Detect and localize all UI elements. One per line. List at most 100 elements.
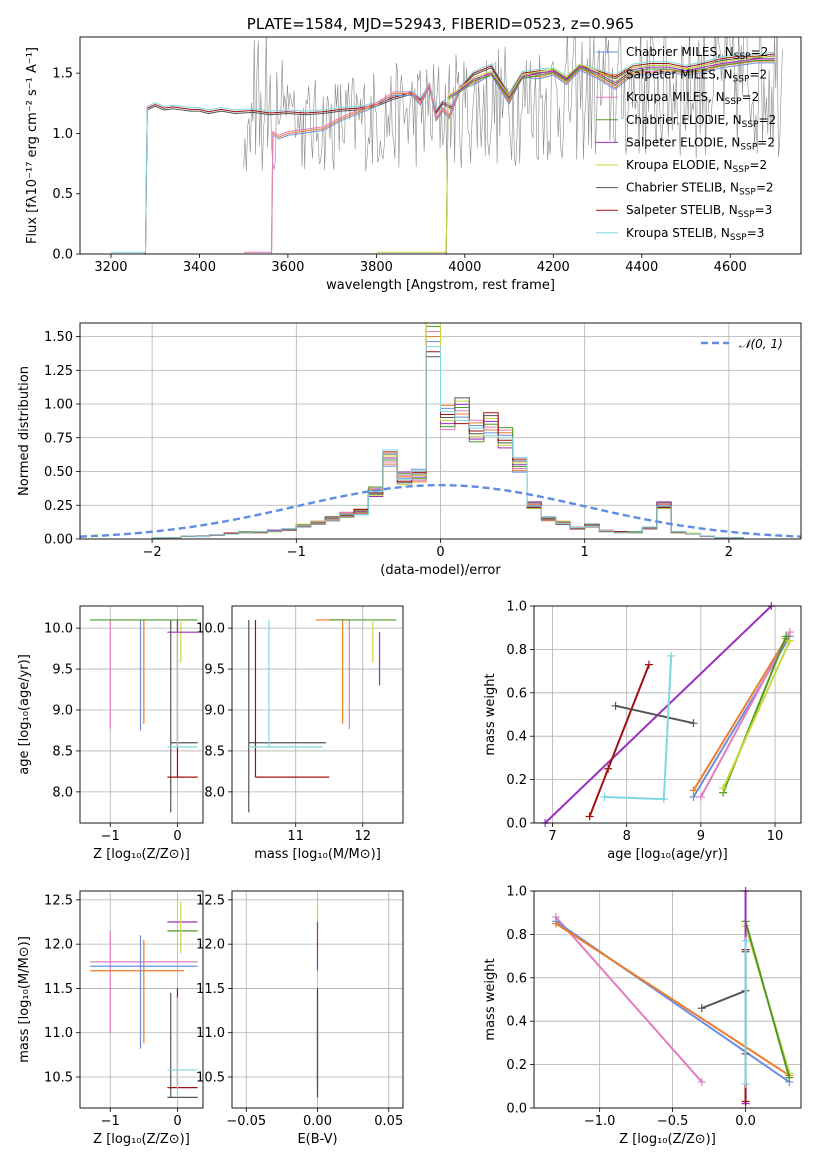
x-tick-label: 12 [354,829,371,844]
age-vs-mass-panel: 11 12 8.0 8.5 9.0 9.5 10.0 mass [log₁₀(M/M⊙)] [196,605,404,862]
axes-frame [231,605,404,824]
x-tick-label: 3400 [183,260,216,275]
x-tick-label: 7 [548,829,556,844]
y-tick-label: 0.50 [44,465,73,480]
y-tick-label: 1.5 [52,67,73,82]
y-tick-label: 0.0 [506,1102,527,1117]
axes-frame [533,605,802,824]
data-point [689,719,698,728]
histogram-step [123,346,744,539]
y-tick-label: 9.0 [204,703,225,718]
x-tick-label: 3600 [271,260,304,275]
mass-weight-line [744,921,791,1078]
mass-weight-line [588,664,650,817]
mass-vs-ebv-panel: −0.05 0.00 0.05 10.5 11.0 11.5 12.0 12.5 E(B-V) [196,890,404,1147]
x-tick-label: 0.05 [374,1114,403,1129]
y-tick-label: 0.4 [506,730,527,745]
data-point [667,651,676,660]
data-point [697,1004,706,1013]
legend-label: Salpeter MILES, NSSP=2 [626,68,767,85]
data-point [785,636,794,645]
data-point [644,660,653,669]
axes-frame [79,890,204,1109]
y-axis-label: age [log₁₀(age/yr)] [17,654,32,775]
y-tick-label: 12.5 [196,893,225,908]
plot-area [90,619,198,813]
y-tick-label: 0.8 [506,643,527,658]
plot-area [551,887,794,1108]
data-point [689,786,698,795]
histogram-step [123,356,744,539]
axes-frame [231,890,404,1109]
y-tick-label: 0.2 [506,1058,527,1073]
histogram-step [123,351,744,539]
x-tick-label: −0.5 [657,1114,689,1129]
mass-vs-metallicity-panel: −1 0 10.5 11.0 11.5 12.0 12.5 Z [log₁₀(Z/Z⊙)] ma… [17,890,204,1147]
x-axis-label: Z [log₁₀(Z/Z⊙)] [619,1132,716,1147]
legend-label: Kroupa ELODIE, NSSP=2 [626,158,767,175]
y-axis-label: mass weight [483,958,498,1040]
data-point [604,764,613,773]
histogram-step [123,330,744,539]
histogram-step [123,341,744,539]
mass-weight-line [722,640,791,789]
y-tick-label: 11.0 [196,1026,225,1041]
x-tick-label: 10 [767,829,784,844]
histogram-step [123,325,744,539]
y-tick-label: 0.0 [52,248,73,263]
mass-weight-line [555,922,790,1077]
legend-label: Kroupa STELIB, NSSP=3 [626,226,764,243]
data-point [785,1073,794,1082]
x-axis-label: E(B-V) [297,1132,337,1147]
y-tick-label: 1.00 [44,398,73,413]
gaussian-reference-line [80,483,801,538]
x-tick-label: −1.0 [584,1114,616,1129]
y-axis-label: mass [log₁₀(M/M⊙)] [17,936,32,1063]
mass-weight-line [604,655,673,801]
x-axis-label: Z [log₁₀(Z/Z⊙)] [93,847,190,862]
x-axis-label: Z [log₁₀(Z/Z⊙)] [93,1132,190,1147]
x-tick-label: 8 [623,829,631,844]
x-tick-label: −2 [143,545,162,560]
legend-label: Salpeter STELIB, NSSP=3 [626,203,772,220]
x-tick-label: 0.0 [735,1114,756,1129]
legend-label: 𝒩(0, 1) [739,337,783,351]
legend-label: Chabrier MILES, NSSP=2 [626,45,768,62]
y-tick-label: 1.50 [44,330,73,345]
x-tick-label: 9 [697,829,705,844]
y-tick-label: 10.0 [44,622,73,637]
x-tick-label: 3200 [94,260,127,275]
model-spectrum-line [445,60,775,254]
x-tick-label: 0 [173,829,181,844]
y-tick-label: 0.4 [506,1015,527,1030]
x-axis-label: mass [log₁₀(M/M⊙)] [254,847,381,862]
x-tick-label: 2 [725,545,733,560]
y-tick-label: 1.0 [506,885,527,900]
mass-weight-line [701,951,747,1054]
mass-weight-vs-age-panel: 7 8 9 10 0.0 0.2 0.4 0.6 0.8 1.0 age [log₁₀(age/yr… [483,600,802,862]
mass-weight-line [555,916,703,1083]
legend-label: Kroupa MILES, NSSP=2 [626,90,759,107]
legend-label: Chabrier STELIB, NSSP=2 [626,181,774,198]
y-tick-label: 0.00 [44,533,73,548]
x-axis-label: age [log₁₀(age/yr)] [607,847,728,862]
legend-label: Salpeter ELODIE, NSSP=2 [626,135,775,152]
x-axis-label: (data-model)/error [380,563,501,578]
x-tick-label: 0 [173,1114,181,1129]
x-tick-label: 0 [436,545,444,560]
chart-title: PLATE=1584, MJD=52943, FIBERID=0523, z=0… [247,15,634,33]
plot-area [80,323,801,539]
x-tick-label: 4600 [714,260,747,275]
y-tick-label: 0.6 [506,686,527,701]
model-spectrum-line [243,58,775,253]
x-tick-label: 4400 [625,260,658,275]
x-axis-label: wavelength [Angstrom, rest frame] [326,278,555,293]
plot-area [248,619,397,813]
x-tick-label: −1 [101,829,120,844]
y-tick-label: 1.0 [506,600,527,615]
y-tick-label: 0.25 [44,499,73,514]
data-point [600,792,609,801]
data-point [782,632,791,641]
y-tick-label: 0.5 [52,187,73,202]
plot-area [541,602,794,827]
